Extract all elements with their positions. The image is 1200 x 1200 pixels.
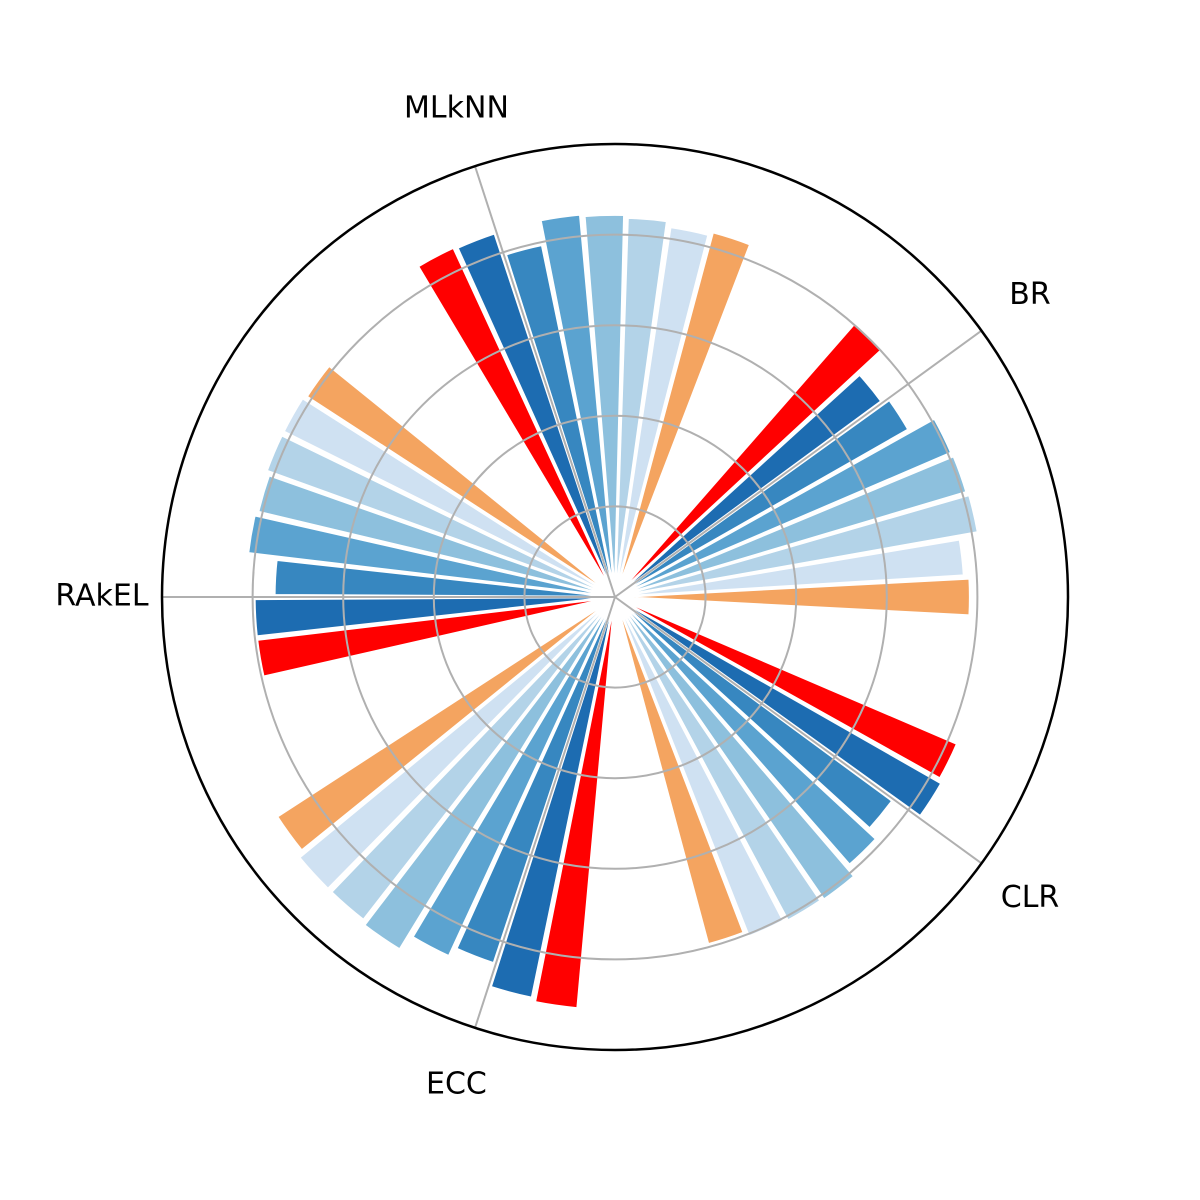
bar: [613, 225, 711, 598]
theta-tick-label: BR: [1009, 277, 1050, 312]
theta-tick-label: ECC: [426, 1066, 487, 1101]
grid-line: [474, 596, 616, 1029]
bar: [614, 416, 954, 599]
bar: [362, 596, 617, 952]
bar: [246, 513, 616, 599]
theta-tick-label: CLR: [1001, 880, 1060, 915]
bar: [614, 577, 972, 617]
bar: [504, 243, 617, 598]
bar: [613, 596, 857, 902]
theta-tick-label: RAkEL: [55, 579, 148, 614]
bar: [488, 596, 617, 1000]
bar: [329, 596, 616, 922]
theta-tick-label: MLkNN: [404, 91, 509, 126]
bar: [614, 595, 959, 781]
grid-line: [474, 165, 616, 598]
bar: [410, 596, 617, 959]
grid-line: [614, 596, 983, 865]
bar: [613, 596, 786, 939]
bar: [614, 372, 884, 599]
bar: [304, 363, 616, 599]
bar: [264, 433, 616, 599]
bar: [614, 596, 879, 867]
bar: [613, 596, 746, 946]
polar-spine: [160, 142, 1070, 1052]
bar: [281, 396, 616, 599]
bar: [614, 398, 911, 599]
bar: [533, 596, 617, 1010]
bar: [416, 245, 617, 598]
bar: [582, 213, 626, 598]
bar: [275, 595, 616, 853]
bar: [273, 558, 616, 599]
bar: [613, 216, 669, 598]
bar: [255, 595, 616, 679]
grid-line: [614, 329, 983, 598]
bar: [614, 321, 884, 598]
bar: [614, 493, 980, 599]
bar: [455, 231, 617, 598]
bar: [613, 596, 823, 923]
bar: [297, 596, 616, 891]
bar: [613, 230, 753, 598]
bar: [614, 454, 969, 599]
bar: [454, 596, 617, 966]
bar: [256, 473, 616, 599]
bar: [614, 595, 944, 819]
